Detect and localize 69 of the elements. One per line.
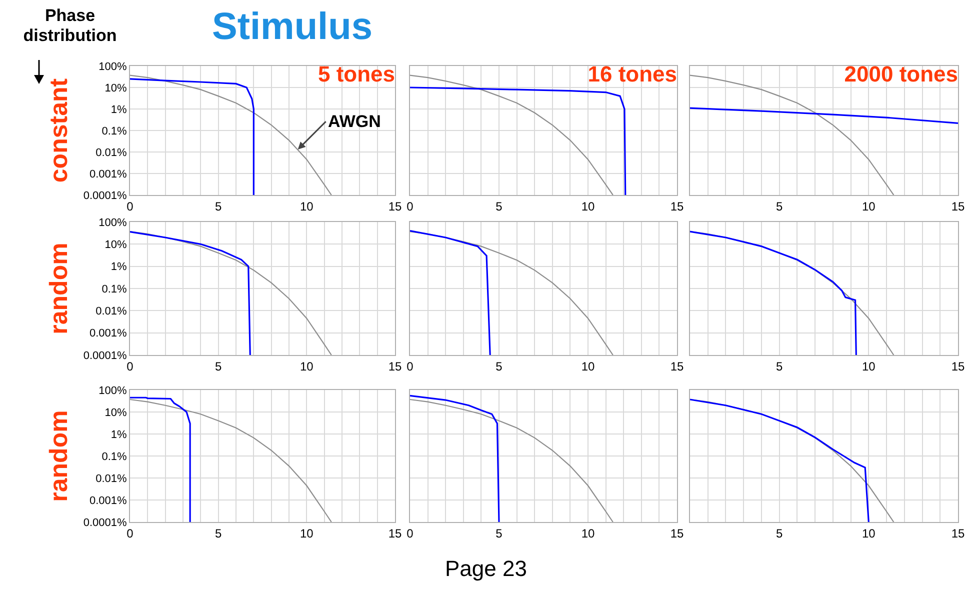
y-tick-label: 0.0001% — [83, 516, 128, 529]
x-tick-label: 15 — [951, 526, 965, 540]
y-tick-label: 0.1% — [102, 283, 128, 296]
text: Page 23 — [445, 556, 527, 582]
y-tick-label: 100% — [98, 60, 128, 73]
x-tick-label: 10 — [581, 526, 595, 540]
line-series — [130, 78, 254, 195]
y-tick-label: 0.0001% — [83, 350, 128, 362]
x-tick-label: 10 — [300, 526, 314, 540]
x-tick-label: 10 — [300, 199, 314, 214]
x-tick-label: 15 — [670, 526, 684, 540]
x-tick-label: 15 — [388, 526, 402, 540]
chart-title: 16 tones — [588, 61, 677, 86]
x-tick-label: 0 — [126, 199, 134, 214]
text: Stimulus — [212, 6, 372, 49]
x-tick-label: 10 — [862, 199, 876, 214]
annotation: AWGN — [328, 112, 381, 131]
y-axis-title: constant — [45, 78, 74, 183]
x-tick-label: 0 — [406, 526, 414, 540]
x-tick-label: 5 — [496, 526, 503, 540]
x-tick-label: 10 — [581, 199, 595, 214]
x-tick-label: 0 — [406, 199, 414, 214]
x-tick-label: 0 — [406, 359, 414, 374]
x-tick-label: 15 — [670, 359, 684, 374]
x-tick-label: 5 — [214, 199, 222, 214]
y-tick-label: 1% — [110, 428, 128, 441]
x-tick-label: 0 — [126, 359, 134, 374]
x-tick-label: 15 — [388, 359, 402, 374]
x-tick-label: 0 — [126, 526, 134, 540]
y-tick-label: 1% — [110, 104, 128, 116]
y-tick-label: 10% — [104, 82, 128, 94]
y-tick-label: 0.1% — [102, 125, 128, 138]
y-tick-label: 100% — [98, 216, 128, 229]
x-tick-label: 10 — [862, 526, 876, 540]
y-tick-label: 0.001% — [89, 494, 128, 507]
x-tick-label: 5 — [214, 526, 222, 540]
y-tick-label: 0.001% — [89, 168, 128, 180]
x-tick-label: 10 — [862, 359, 876, 374]
x-tick-label: 10 — [300, 359, 314, 374]
x-tick-label: 5 — [776, 526, 783, 540]
x-tick-label: 5 — [496, 199, 503, 214]
y-tick-label: 0.0001% — [83, 190, 128, 202]
x-tick-label: 5 — [496, 359, 503, 374]
x-tick-label: 5 — [214, 359, 222, 374]
chart-title: 2000 tones — [844, 61, 958, 86]
y-axis-title: random — [45, 410, 74, 502]
x-tick-label: 15 — [388, 199, 402, 214]
x-tick-label: 5 — [776, 359, 783, 374]
y-tick-label: 1% — [110, 261, 128, 274]
y-tick-label: 10% — [104, 406, 128, 419]
line-series — [130, 398, 332, 522]
chart-title: 5 tones — [318, 61, 395, 86]
y-tick-label: 0.01% — [96, 146, 128, 159]
y-tick-label: 10% — [104, 239, 128, 252]
x-tick-label: 15 — [951, 199, 965, 214]
text: Phase distribution — [22, 6, 118, 46]
line-series — [130, 396, 191, 522]
y-tick-label: 0.001% — [89, 328, 128, 340]
y-tick-label: 0.01% — [96, 472, 128, 485]
x-tick-label: 15 — [951, 359, 965, 374]
x-tick-label: 5 — [776, 199, 783, 214]
line-series — [130, 231, 332, 355]
x-tick-label: 10 — [581, 359, 595, 374]
line-series — [130, 231, 251, 355]
y-tick-label: 0.1% — [102, 450, 128, 463]
x-tick-label: 15 — [670, 199, 684, 214]
y-tick-label: 0.01% — [96, 306, 128, 318]
y-tick-label: 100% — [98, 384, 128, 397]
y-axis-title: random — [45, 242, 74, 334]
